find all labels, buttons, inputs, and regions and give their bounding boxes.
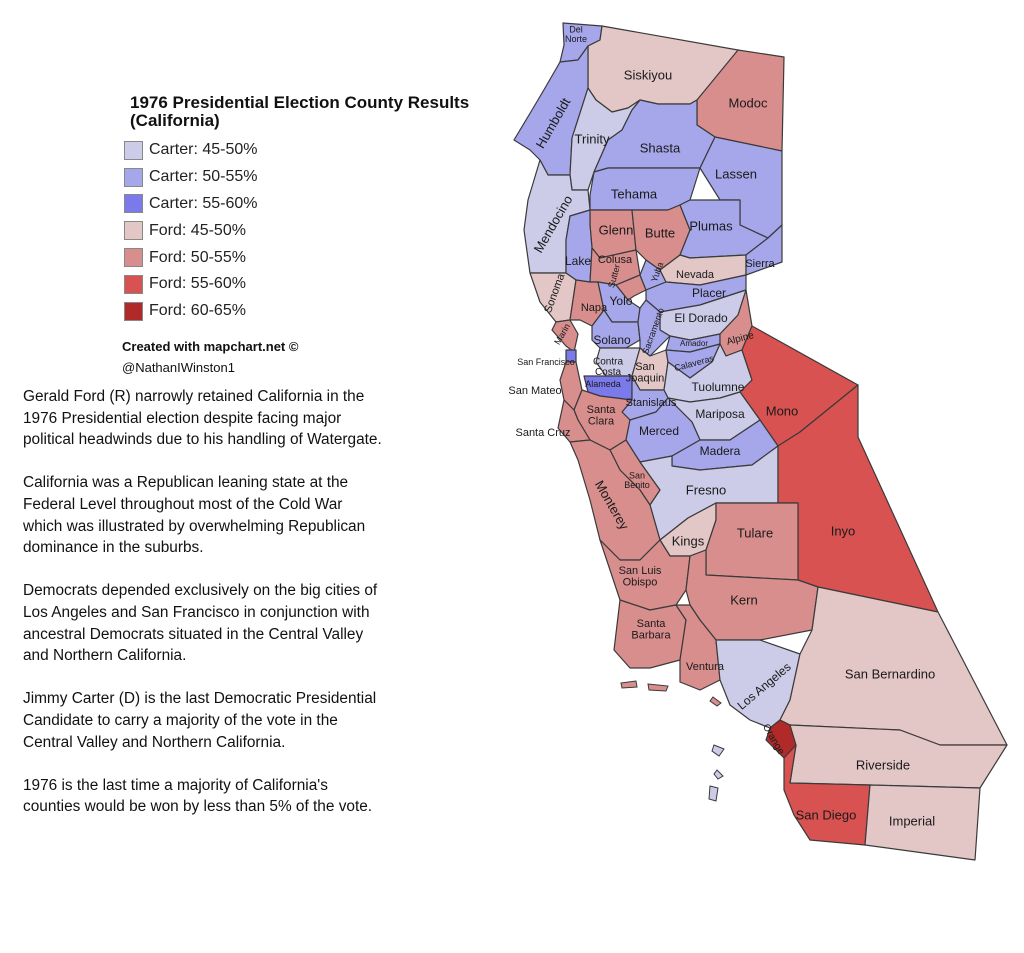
legend-swatch	[124, 140, 143, 160]
island-santa-catalina	[711, 744, 725, 757]
description-paragraph: 1976 is the last time a majority of Cali…	[23, 776, 373, 816]
legend-item-ford-50-55: Ford: 50-55%	[124, 244, 258, 271]
description-paragraph: California was a Republican leaning stat…	[23, 474, 366, 557]
description-text: Gerald Ford (R) narrowly retained Califo…	[23, 386, 383, 839]
credit-author: @NathanIWinston1	[122, 360, 235, 375]
legend-item-ford-60-65: Ford: 60-65%	[124, 298, 258, 325]
legend-label: Ford: 55-60%	[149, 275, 246, 293]
island-anacapa	[709, 696, 722, 707]
legend-item-carter-50-55: Carter: 50-55%	[124, 164, 258, 191]
county-imperial[interactable]	[864, 784, 981, 861]
county-label-san-mateo: San Mateo	[508, 385, 561, 397]
island-santa-barbara	[713, 769, 724, 780]
island-san-miguel	[620, 680, 638, 689]
channel-islands	[620, 680, 725, 802]
county-glenn[interactable]	[589, 209, 637, 259]
legend-swatch	[124, 274, 143, 294]
legend-label: Ford: 50-55%	[149, 248, 246, 266]
county-sonoma[interactable]	[529, 272, 577, 323]
counties-layer	[513, 22, 1008, 861]
county-sierra[interactable]	[745, 224, 783, 276]
legend-swatch	[124, 194, 143, 214]
legend-item-carter-45-50: Carter: 45-50%	[124, 137, 258, 164]
island-san-clemente	[708, 785, 719, 802]
description-paragraph: Jimmy Carter (D) is the last Democratic …	[23, 690, 377, 751]
legend-label: Ford: 60-65%	[149, 302, 246, 320]
county-ventura[interactable]	[675, 604, 721, 691]
county-marin[interactable]	[551, 319, 579, 353]
legend-swatch	[124, 301, 143, 321]
legend-label: Ford: 45-50%	[149, 221, 246, 239]
county-lake[interactable]	[565, 209, 593, 283]
county-tulare[interactable]	[705, 502, 799, 581]
legend-item-carter-55-60: Carter: 55-60%	[124, 191, 258, 218]
county-san-francisco[interactable]	[565, 349, 577, 363]
legend-label: Carter: 55-60%	[149, 194, 258, 212]
county-santa-barbara[interactable]	[613, 599, 687, 669]
map-title: 1976 Presidential Election County Result…	[130, 93, 470, 130]
description-paragraph: Gerald Ford (R) narrowly retained Califo…	[23, 388, 382, 449]
legend-swatch	[124, 248, 143, 268]
legend-label: Carter: 50-55%	[149, 168, 258, 186]
legend-swatch	[124, 221, 143, 241]
legend-item-ford-45-50: Ford: 45-50%	[124, 217, 258, 244]
legend: Carter: 45-50% Carter: 50-55% Carter: 55…	[124, 137, 258, 325]
legend-label: Carter: 45-50%	[149, 141, 258, 159]
credit-mapchart: Created with mapchart.net ©	[122, 339, 299, 354]
legend-item-ford-55-60: Ford: 55-60%	[124, 271, 258, 298]
county-sacramento[interactable]	[637, 299, 671, 357]
legend-swatch	[124, 167, 143, 187]
credit: Created with mapchart.net © @NathanIWins…	[122, 336, 298, 378]
island-santa-rosa	[647, 683, 669, 692]
description-paragraph: Democrats depended exclusively on the bi…	[23, 582, 378, 665]
